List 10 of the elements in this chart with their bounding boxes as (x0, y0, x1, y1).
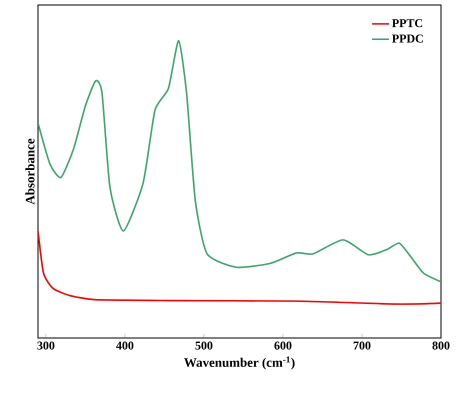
x-axis-title: Wavenumber (cm$^{-1}$) (184, 356, 295, 370)
x-tick-label: 400 (116, 342, 134, 350)
x-tick-label: 800 (432, 342, 450, 350)
y-axis-title: Absorbance (25, 138, 34, 204)
x-tick-label: 300 (37, 342, 54, 350)
x-tick-label: 500 (195, 342, 212, 350)
x-tick-label: 600 (274, 342, 292, 350)
legend-label: PPTC (392, 19, 422, 28)
legend-label: PPDC (392, 34, 423, 43)
x-tick-label: 700 (354, 342, 370, 350)
